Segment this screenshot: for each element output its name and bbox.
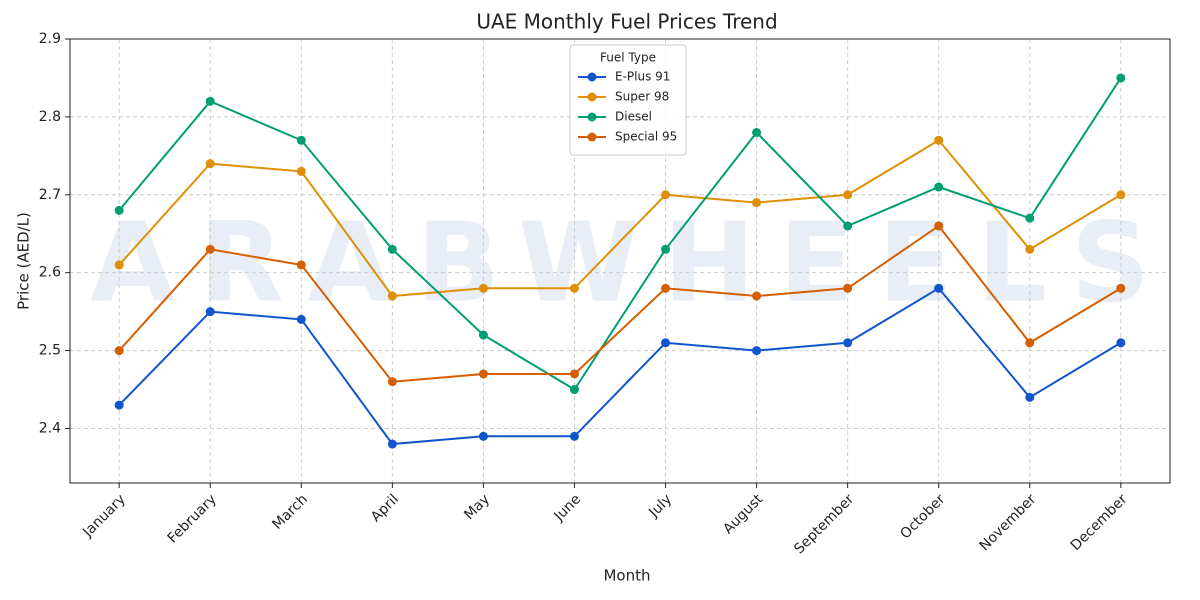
data-point [478,283,488,293]
data-point [205,244,215,254]
y-axis-label: Price (AED/L) [15,212,33,310]
data-point [114,346,124,356]
data-point [843,221,853,231]
data-point [114,260,124,270]
data-point [478,431,488,441]
data-point [752,346,762,356]
data-point [752,127,762,137]
data-point [1116,338,1126,348]
series-line [118,224,1122,383]
y-tick-label: 2.9 [39,31,61,47]
legend-marker [587,72,597,82]
data-point [387,244,397,254]
y-tick-label: 2.4 [39,420,61,436]
data-point [661,244,671,254]
y-tick-label: 2.8 [39,109,61,125]
data-point [1116,73,1126,83]
series-line [118,77,1122,391]
legend-marker [587,132,597,142]
data-point [569,431,579,441]
data-point [205,159,215,169]
data-point [1025,392,1035,402]
data-point [934,182,944,192]
legend-box [569,44,687,156]
data-point [934,283,944,293]
data-point [296,314,306,324]
x-tick-label: December [1068,491,1131,554]
data-point [843,338,853,348]
data-point [387,439,397,449]
data-point [934,135,944,145]
data-point [752,291,762,301]
x-tick-label: August [720,491,766,537]
y-tick-label: 2.7 [39,187,61,203]
legend-label: Special 95 [615,130,677,144]
data-point [569,385,579,395]
data-point [1025,213,1035,223]
y-tick-label: 2.5 [39,343,61,359]
x-axis-label: Month [603,567,650,585]
data-point [843,190,853,200]
data-point [478,330,488,340]
axes-frame [69,38,1171,484]
data-point [752,198,762,208]
data-point [661,190,671,200]
x-tick-label: March [269,491,310,532]
legend-marker [587,112,597,122]
legend-marker [587,92,597,102]
x-tick-label: February [165,491,220,546]
data-point [1116,283,1126,293]
x-tick-label: July [645,491,675,521]
data-point [296,260,306,270]
x-tick-label: October [897,491,948,542]
legend-title: Fuel Type [600,51,656,65]
chart-title: UAE Monthly Fuel Prices Trend [476,10,777,34]
x-tick-label: April [368,491,402,525]
data-point [205,96,215,106]
data-point [569,369,579,379]
data-point [934,221,944,231]
data-point [478,369,488,379]
data-point [387,291,397,301]
legend-label: Super 98 [615,90,669,104]
x-tick-label: May [461,491,493,523]
data-point [843,283,853,293]
x-tick-label: June [551,491,585,525]
data-point [1025,244,1035,254]
data-point [387,377,397,387]
x-tick-label: January [79,491,129,541]
data-point [114,205,124,215]
legend-label: Diesel [615,110,652,124]
data-point [661,338,671,348]
data-point [1025,338,1035,348]
data-point [661,283,671,293]
series-line [118,286,1122,446]
data-point [569,283,579,293]
data-point [296,166,306,176]
x-tick-label: September [791,491,857,557]
series-line [118,138,1122,298]
data-point [1116,190,1126,200]
x-tick-label: November [977,491,1040,554]
legend-label: E-Plus 91 [615,70,670,84]
y-tick-label: 2.6 [39,265,61,281]
watermark: ARABWHEELS [90,198,1150,326]
data-point [296,135,306,145]
data-point [205,307,215,317]
data-point [114,400,124,410]
